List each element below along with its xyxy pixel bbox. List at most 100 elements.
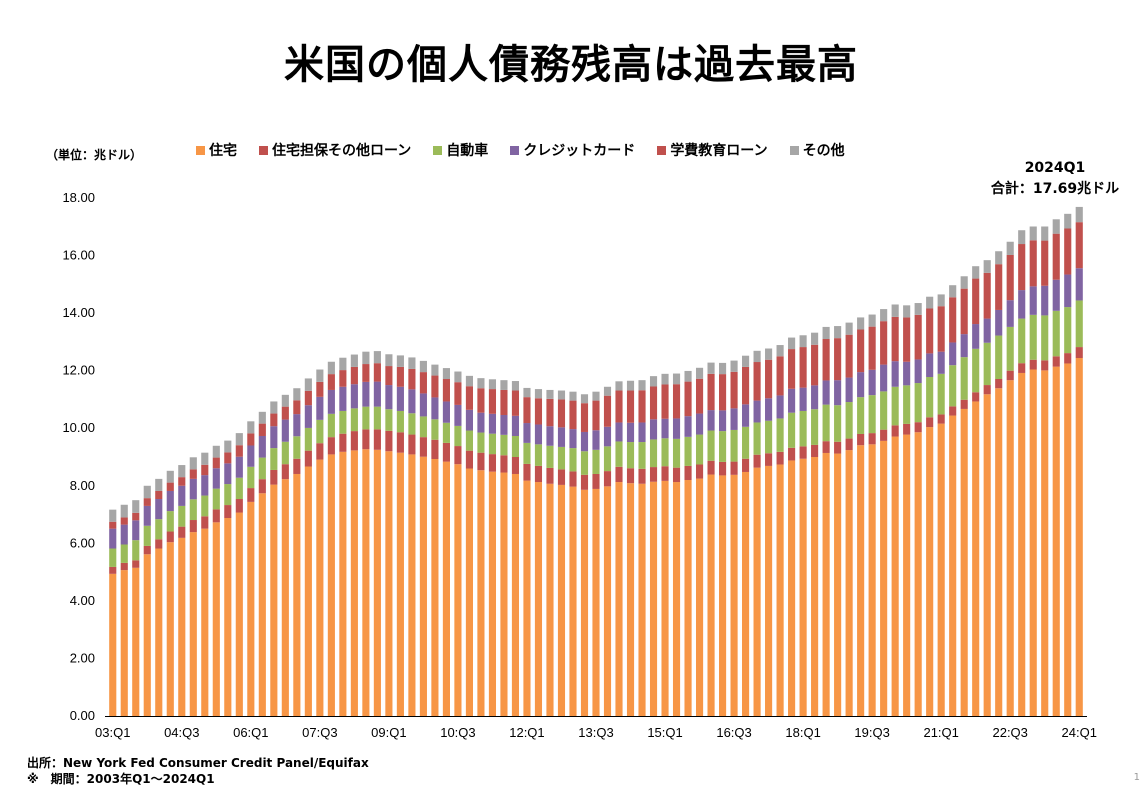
bar-segment [776, 395, 784, 419]
bar-segment [419, 416, 427, 438]
bar-segment [362, 449, 370, 716]
bar-segment [109, 573, 117, 716]
y-tick-label: 14.00 [62, 305, 95, 320]
bar-segment [396, 386, 404, 411]
bar-segment [235, 433, 243, 446]
bar-segment [189, 520, 197, 533]
bar-stack [949, 285, 957, 716]
source-note: 出所：New York Fed Consumer Credit Panel/Eq… [27, 756, 369, 770]
bar-segment [672, 467, 681, 483]
bar-segment [868, 433, 876, 445]
bar-segment [615, 482, 623, 716]
legend-item-heloc: 住宅担保その他ローン [259, 140, 411, 160]
y-tick-label: 4.00 [70, 593, 95, 608]
bar-stack [937, 294, 945, 716]
bar-segment [949, 415, 957, 716]
bar-segment [534, 444, 543, 466]
bar-stack [730, 360, 738, 716]
bar-segment [362, 381, 370, 407]
bar-segment [580, 451, 589, 475]
bar-segment [339, 451, 347, 716]
bar-segment [201, 452, 209, 465]
bar-segment [362, 406, 370, 430]
bar-segment [270, 448, 278, 470]
bar-segment [270, 426, 278, 449]
bar-segment [857, 445, 865, 716]
bar-segment [580, 489, 589, 716]
bar-segment [742, 404, 750, 427]
bar-segment [937, 373, 945, 415]
bar-segment [201, 516, 209, 529]
bar-segment [1064, 353, 1072, 364]
bar-segment [396, 366, 404, 387]
bar-segment [788, 349, 796, 389]
bar-segment [891, 361, 899, 387]
bar-segment [626, 483, 635, 716]
bar-stack [1064, 213, 1072, 716]
bar-segment [373, 363, 381, 382]
bar-segment [1006, 326, 1014, 371]
bar-segment [419, 360, 427, 373]
bar-segment [523, 442, 531, 464]
bar-segment [534, 398, 543, 425]
bar-segment [1018, 244, 1026, 291]
x-tick-label: 06:Q1 [233, 725, 268, 740]
bar-segment [465, 409, 473, 431]
bar-segment [753, 467, 761, 716]
legend-item-student-loan: 学費教育ローン [657, 140, 768, 160]
bar-segment [201, 475, 209, 496]
bar-segment [903, 305, 911, 318]
bar-segment [1052, 356, 1060, 367]
bar-stack [373, 351, 381, 716]
bar-segment [1029, 286, 1037, 315]
bar-segment [811, 344, 819, 386]
bar-segment [488, 433, 497, 455]
legend-label: 学費教育ローン [670, 143, 768, 159]
bar-segment [385, 409, 393, 431]
bar-segment [511, 415, 520, 436]
bar-segment [638, 390, 646, 423]
bar-segment [500, 380, 508, 390]
bar-segment [1041, 315, 1049, 361]
bar-segment [1052, 310, 1060, 357]
bar-segment [293, 400, 301, 415]
bar-segment [730, 429, 738, 462]
bar-segment [465, 450, 473, 469]
bar-stack [626, 380, 635, 716]
bar-segment [155, 478, 163, 491]
bar-segment [408, 454, 416, 716]
bar-segment [903, 385, 911, 424]
bar-segment [822, 380, 830, 405]
bar-segment [1029, 240, 1037, 287]
bar-segment [995, 379, 1003, 389]
bar-segment [822, 339, 830, 381]
bar-segment [719, 431, 727, 462]
bar-segment [868, 395, 876, 434]
period-note: ※ 期間：2003年Q1～2024Q1 [27, 772, 215, 786]
y-tick-label: 0.00 [70, 708, 95, 723]
bar-segment [960, 408, 968, 716]
bar-segment [224, 452, 232, 464]
bar-segment [557, 390, 566, 400]
bar-segment [270, 413, 278, 427]
bar-segment [626, 442, 635, 469]
bar-stack [776, 345, 784, 716]
bar-segment [120, 504, 128, 518]
bar-segment [1018, 363, 1026, 373]
annotation-period: 2024Q1 [1024, 160, 1086, 176]
bar-segment [972, 278, 980, 325]
bar-segment [672, 482, 681, 716]
bar-segment [201, 495, 209, 517]
bar-segment [120, 562, 128, 571]
bar-segment [534, 482, 543, 716]
bar-segment [592, 473, 600, 489]
bar-segment [603, 426, 612, 447]
bar-segment [155, 548, 163, 716]
bar-segment [500, 472, 508, 716]
chart-title: 米国の個人債務残高は過去最高 [284, 42, 858, 88]
bar-segment [155, 519, 163, 540]
bar-segment [684, 370, 692, 382]
bar-segment [281, 419, 289, 442]
bar-segment [937, 414, 945, 424]
legend-swatch [433, 145, 443, 155]
